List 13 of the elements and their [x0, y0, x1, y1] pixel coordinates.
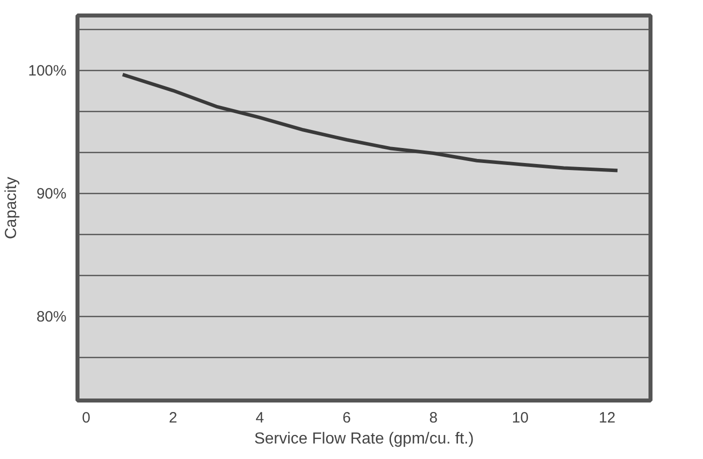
x-tick-label: 2 — [168, 410, 178, 426]
y-tick-label: 100% — [28, 62, 67, 80]
y-tick-label: 80% — [36, 308, 67, 326]
y-tick-label: 90% — [36, 185, 67, 202]
x-axis-title: Service Flow Rate (gpm/cu. ft.) — [254, 430, 474, 448]
x-tick-label: 12 — [598, 410, 616, 426]
x-tick-label: 6 — [342, 410, 351, 426]
x-tick-label: 8 — [429, 410, 438, 426]
x-tick-label: 4 — [256, 410, 264, 426]
line-series — [120, 72, 620, 172]
y-axis-title: Capacity — [3, 176, 20, 240]
x-tick-label: 0 — [82, 410, 90, 426]
x-tick-label: 10 — [512, 410, 529, 426]
